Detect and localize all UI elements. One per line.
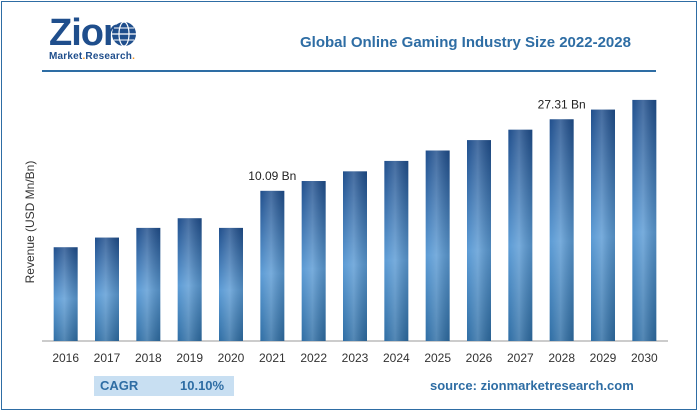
x-tick-2023: 2023 xyxy=(342,351,369,365)
x-tick-2019: 2019 xyxy=(176,351,203,365)
chart-title: Global Online Gaming Industry Size 2022-… xyxy=(300,34,631,51)
bar-shade-2019 xyxy=(177,218,202,341)
x-tick-2026: 2026 xyxy=(466,351,493,365)
x-tick-2030: 2030 xyxy=(631,351,658,365)
x-tick-2021: 2021 xyxy=(259,351,286,365)
bar-shade-2016 xyxy=(53,247,78,341)
x-tick-2022: 2022 xyxy=(300,351,327,365)
x-tick-2020: 2020 xyxy=(218,351,245,365)
x-tick-2027: 2027 xyxy=(507,351,534,365)
x-tick-2025: 2025 xyxy=(424,351,451,365)
bar-shade-2024 xyxy=(384,160,409,341)
cagr-label: CAGR xyxy=(100,378,139,393)
cagr-box: CAGR 10.10% xyxy=(94,376,234,396)
bar-shade-2017 xyxy=(95,237,119,341)
globe-icon xyxy=(112,21,136,47)
logo-subtitle: Market.Research. xyxy=(49,51,136,62)
data-label-2021: 10.09 Bn xyxy=(248,169,296,183)
title-divider xyxy=(42,70,656,72)
bar-shade-2020 xyxy=(219,227,243,341)
bar-shade-2021 xyxy=(260,190,285,341)
bar-shade-2022 xyxy=(301,181,326,341)
x-tick-2018: 2018 xyxy=(135,351,162,365)
x-tick-2028: 2028 xyxy=(548,351,575,365)
bar-shade-2028 xyxy=(549,119,574,342)
bar-shade-2023 xyxy=(343,171,367,341)
bar-shade-2025 xyxy=(425,150,450,341)
x-tick-2024: 2024 xyxy=(383,351,410,365)
data-label-2028: 27.31 Bn xyxy=(538,97,586,111)
zion-logo: Zion Market.Research. xyxy=(47,12,147,64)
x-tick-2029: 2029 xyxy=(590,351,617,365)
source-text: source: zionmarketresearch.com xyxy=(430,378,634,393)
cagr-value: 10.10% xyxy=(180,378,225,393)
bar-shade-2018 xyxy=(136,227,161,341)
bar-shade-2029 xyxy=(591,109,615,342)
x-tick-2017: 2017 xyxy=(94,351,121,365)
bar-shade-2027 xyxy=(508,129,533,341)
x-tick-2016: 2016 xyxy=(52,351,79,365)
bar-shade-2026 xyxy=(467,140,491,341)
bar-shade-2030 xyxy=(632,99,657,341)
